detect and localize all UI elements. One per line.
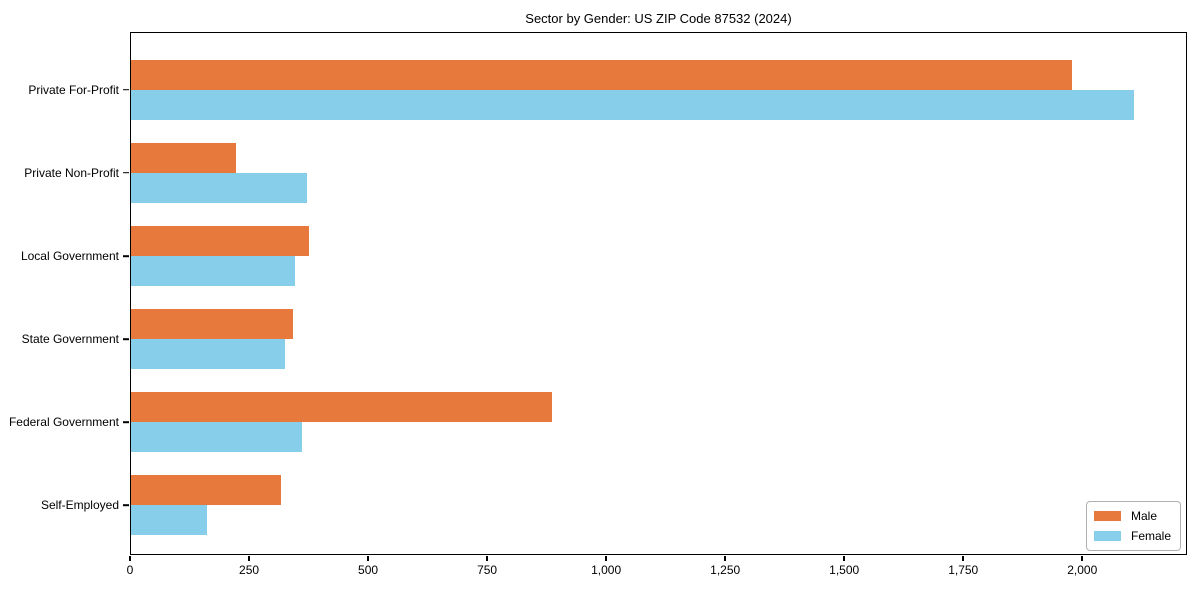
legend-item-male: Male bbox=[1093, 509, 1171, 523]
x-tick-label: 250 bbox=[239, 563, 260, 577]
x-tick-mark bbox=[724, 556, 726, 561]
x-tick-label: 2,000 bbox=[1067, 563, 1098, 577]
x-tick-mark bbox=[248, 556, 250, 561]
y-tick-mark bbox=[123, 421, 129, 424]
y-tick-label-local-government: Local Government bbox=[20, 248, 119, 263]
bar-female-private-for-profit bbox=[131, 89, 1134, 120]
bar-group-local-government: Local Government bbox=[21, 214, 1186, 297]
y-tick-mark bbox=[123, 338, 129, 340]
bar-male-private-non-profit bbox=[131, 142, 236, 173]
y-tick-mark bbox=[123, 255, 129, 257]
bar-rows: Private For-Profit Private Non-Profit Loca… bbox=[9, 33, 1186, 554]
bar-male-self-employed bbox=[131, 475, 281, 506]
y-tick-label-private-for-profit: Private For-Profit bbox=[28, 82, 119, 97]
chart-title: Sector by Gender: US ZIP Code 87532 (202… bbox=[525, 11, 792, 26]
x-tick-label: 1,750 bbox=[948, 563, 979, 577]
y-tick-label-state-government: State Government bbox=[21, 332, 119, 347]
y-tick-mark bbox=[123, 88, 129, 91]
x-tick-label: 0 bbox=[126, 563, 134, 577]
y-tick-label-self-employed: Self-Employed bbox=[40, 498, 119, 513]
y-tick-label-private-non-profit: Private Non-Profit bbox=[24, 165, 119, 180]
x-tick-label: 1,500 bbox=[829, 563, 860, 577]
legend-label-female: Female bbox=[1130, 529, 1171, 543]
x-tick-mark bbox=[605, 556, 607, 561]
x-tick-mark bbox=[486, 556, 488, 561]
bar-group-private-non-profit: Private Non-Profit bbox=[24, 131, 1186, 214]
male-color-swatch bbox=[1093, 511, 1121, 521]
bar-male-local-government bbox=[131, 225, 310, 256]
legend-label-male: Male bbox=[1130, 509, 1157, 523]
bar-female-private-non-profit bbox=[131, 172, 307, 203]
bar-group-state-government: State Government bbox=[22, 298, 1186, 381]
x-tick-label: 500 bbox=[358, 563, 379, 577]
bar-group-federal-government: Federal Government bbox=[9, 381, 1186, 464]
x-axis: 0 250 500 750 1,000 1,250 1,500 1,750 2,000 bbox=[126, 556, 1187, 586]
x-tick-mark bbox=[962, 556, 965, 561]
y-tick-label-federal-government: Federal Government bbox=[8, 415, 119, 430]
bar-male-state-government bbox=[131, 309, 293, 340]
x-tick-label: 750 bbox=[477, 563, 498, 577]
bar-male-private-for-profit bbox=[131, 59, 1072, 90]
y-tick-mark bbox=[123, 171, 129, 174]
bar-female-self-employed bbox=[131, 505, 208, 536]
x-tick-mark bbox=[1081, 556, 1084, 561]
bar-female-state-government bbox=[131, 339, 286, 370]
bar-group-private-for-profit: Private For-Profit bbox=[28, 48, 1186, 131]
female-color-swatch bbox=[1093, 531, 1121, 541]
legend-item-female: Female bbox=[1093, 529, 1171, 543]
y-tick-mark bbox=[123, 504, 129, 507]
x-tick-mark bbox=[367, 556, 369, 561]
x-tick-label: 1,000 bbox=[591, 563, 622, 577]
x-tick-mark bbox=[843, 556, 845, 561]
legend: Male Female bbox=[1085, 501, 1181, 551]
bar-male-federal-government bbox=[131, 392, 552, 423]
bar-group-self-employed: Self-Employed bbox=[41, 464, 1186, 547]
bar-female-federal-government bbox=[131, 422, 303, 453]
x-tick-mark bbox=[129, 556, 131, 561]
bar-female-local-government bbox=[131, 255, 295, 286]
plot-area: Private For-Profit Private Non-Profit Loca… bbox=[9, 32, 1187, 555]
x-tick-label: 1,250 bbox=[710, 563, 741, 577]
